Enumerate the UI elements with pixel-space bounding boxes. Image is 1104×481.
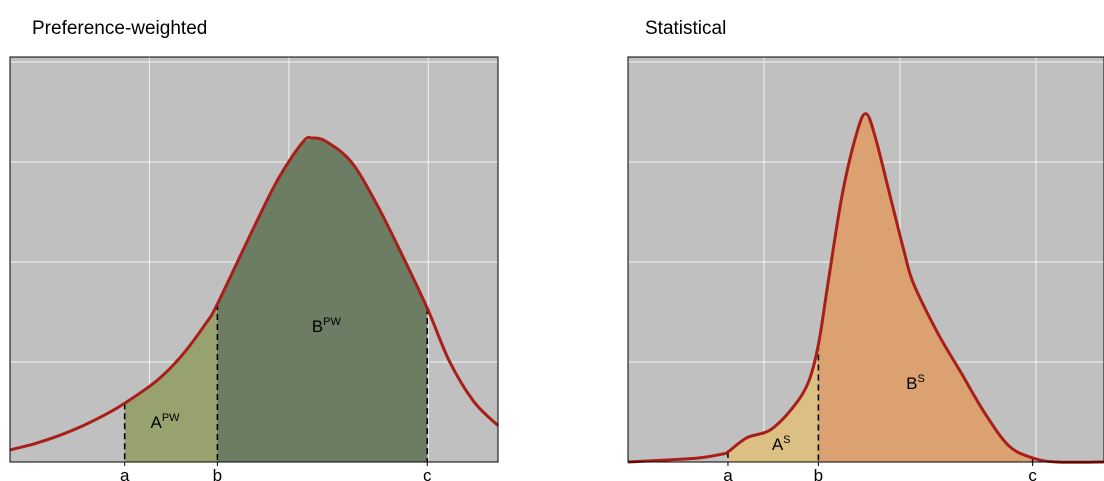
chart-panel-preference-weighted: Preference-weighted a b c APW BPW (0, 0, 520, 481)
region-b-area (217, 138, 428, 463)
x-tick-label-b: b (814, 466, 823, 481)
region-label-a: AS (772, 434, 791, 454)
chart-panel-statistical: Statistical a b c AS BS (520, 0, 1104, 481)
x-tick-label-c: c (1028, 466, 1037, 481)
x-tick-label-a: a (723, 466, 733, 481)
x-tick-label-a: a (120, 466, 130, 481)
chart-title: Statistical (645, 18, 727, 39)
density-curve (627, 112, 1104, 464)
x-tick-label-c: c (423, 466, 432, 481)
region-label-a: APW (151, 412, 181, 432)
chart-title: Preference-weighted (32, 18, 208, 39)
region-a-area (727, 344, 819, 462)
region-label-b: BPW (312, 316, 342, 336)
plot-border (627, 56, 1104, 463)
plot-border (9, 56, 499, 463)
region-label-b: BS (906, 373, 925, 393)
chart-statistical: a b c AS BS (627, 56, 1104, 481)
region-b-area (818, 116, 1033, 462)
chart-preference-weighted: a b c APW BPW (9, 56, 500, 481)
x-tick-label-b: b (213, 466, 222, 481)
region-a-area (124, 304, 218, 462)
density-curve (9, 136, 500, 452)
